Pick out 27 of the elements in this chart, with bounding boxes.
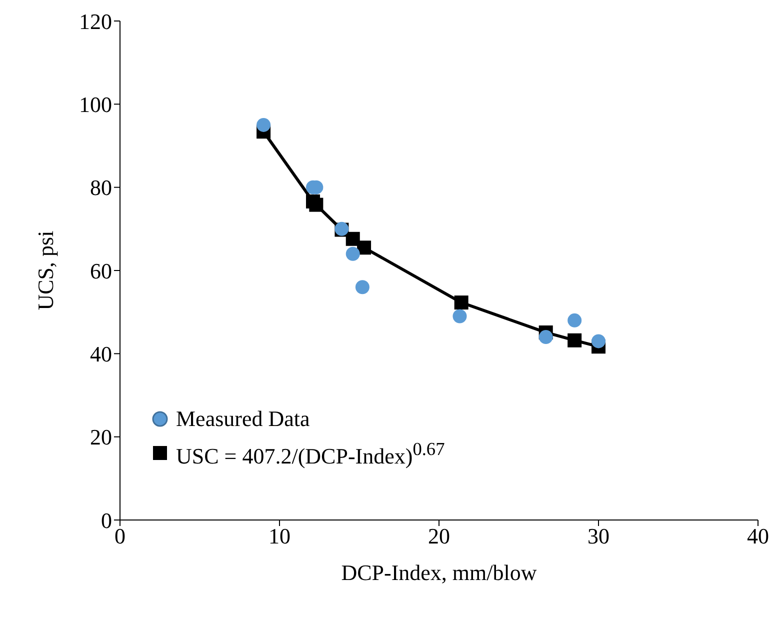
point [357,240,372,255]
y-tick-label: 80 [90,175,112,200]
point [346,246,360,261]
point [355,280,370,294]
x-tick-label: 20 [428,524,450,549]
point [568,313,582,328]
point [256,118,271,132]
point [568,333,582,348]
point [309,198,324,212]
y-tick-label: 60 [90,258,112,284]
y-tick-label: 120 [79,8,112,34]
legend-label: USC = 407.2/(DCP-Index)$^{0.67}$ [176,438,445,470]
y-axis-title: UCS, psi [32,230,58,310]
point [454,296,468,310]
y-tick-label: 20 [90,424,112,450]
x-tick-label: 30 [588,524,610,549]
y-tick-label: 100 [79,92,112,117]
point [592,334,606,348]
y-tick-label: 40 [90,341,112,366]
x-tick-label: 40 [747,524,769,549]
x-axis-title: DCP-Index, mm/blow [341,560,537,585]
point [346,232,360,246]
x-tick-label: 10 [268,524,290,549]
point [452,309,467,324]
point [538,330,553,344]
legend-label: Measured Data [176,405,310,433]
y-tick-label: 0 [101,508,112,533]
